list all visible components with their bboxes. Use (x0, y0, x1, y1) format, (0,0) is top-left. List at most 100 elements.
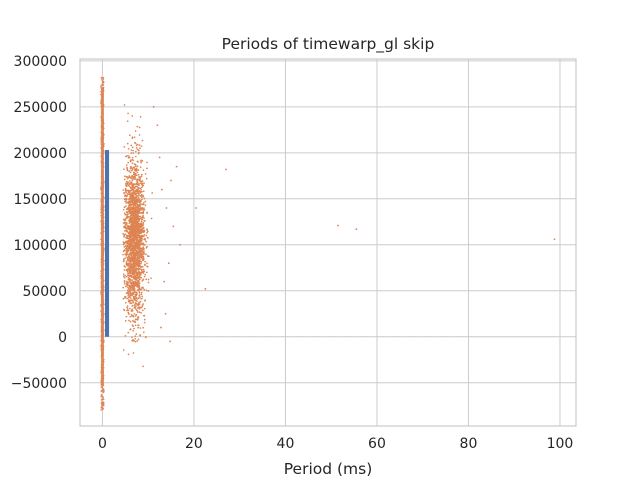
scatter-point (132, 231, 134, 233)
scatter-point (141, 296, 143, 298)
scatter-point (127, 120, 129, 122)
scatter-point (137, 205, 139, 207)
scatter-point (239, 336, 240, 337)
scatter-point (138, 270, 140, 272)
scatter-point (102, 244, 104, 246)
scatter-point (451, 336, 452, 337)
scatter-point (138, 194, 140, 196)
scatter-point (126, 260, 128, 262)
scatter-point (284, 336, 285, 337)
grid (80, 59, 576, 426)
scatter-point (131, 152, 133, 154)
scatter-point (136, 297, 138, 299)
scatter-point (130, 291, 132, 293)
scatter-point (130, 269, 132, 271)
scatter-point (136, 244, 138, 246)
scatter-point (195, 207, 197, 209)
scatter-point (137, 196, 139, 198)
bar-mark (105, 150, 109, 337)
scatter-point (103, 399, 105, 401)
scatter-point (380, 336, 381, 337)
scatter-point (146, 161, 148, 163)
scatter-point (102, 239, 104, 241)
scatter-point (132, 220, 134, 222)
scatter-point (131, 203, 133, 205)
scatter-point (138, 209, 140, 211)
scatter-point (136, 246, 138, 248)
scatter-point (374, 336, 375, 337)
scatter-point (102, 174, 104, 176)
scatter-point (139, 287, 141, 289)
scatter-point (139, 127, 141, 129)
scatter-point (137, 273, 139, 275)
scatter-point (139, 134, 141, 136)
scatter-point (323, 336, 324, 337)
scatter-point (131, 315, 133, 317)
scatter-point (130, 215, 132, 217)
scatter-point (278, 336, 279, 337)
scatter-point (100, 310, 102, 312)
scatter-point (415, 336, 416, 337)
scatter-point (139, 304, 141, 306)
scatter-point (142, 222, 144, 224)
scatter-point (134, 232, 136, 234)
scatter-point (145, 235, 147, 237)
scatter-point (512, 336, 513, 337)
scatter-point (140, 289, 142, 291)
scatter-point (141, 258, 143, 260)
scatter-point (131, 285, 133, 287)
scatter-point (141, 229, 143, 231)
scatter-point (133, 285, 135, 287)
scatter-point (143, 250, 145, 252)
scatter-point (150, 336, 151, 337)
scatter-point (489, 336, 490, 337)
scatter-point (131, 178, 133, 180)
scatter-point (143, 336, 144, 337)
scatter-point (103, 303, 105, 305)
scatter-point (146, 229, 148, 231)
scatter-point (127, 332, 129, 334)
scatter-point (103, 285, 105, 287)
scatter-point (102, 316, 104, 318)
scatter-point (133, 173, 135, 175)
scatter-point (128, 354, 130, 356)
scatter-point (242, 336, 243, 337)
scatter-point (128, 228, 130, 230)
scatter-point (135, 205, 137, 207)
scatter-point (101, 283, 103, 285)
scatter-point (518, 336, 519, 337)
scatter-point (194, 336, 195, 337)
scatter-point (136, 340, 138, 342)
scatter-point (135, 218, 137, 220)
scatter-point (435, 336, 436, 337)
scatter-point (537, 336, 538, 337)
scatter-point (101, 289, 103, 291)
scatter-point (123, 168, 125, 170)
scatter-point (129, 205, 131, 207)
scatter-point (133, 289, 135, 291)
scatter-point (147, 266, 149, 268)
scatter-point (134, 313, 136, 315)
scatter-point (131, 159, 133, 161)
scatter-point (148, 282, 150, 284)
scatter-point (138, 149, 140, 151)
scatter-point (128, 148, 130, 150)
scatter-point (129, 256, 131, 258)
scatter-point (335, 336, 336, 337)
scatter-point (101, 77, 103, 79)
scatter-point (131, 308, 133, 310)
scatter-point (102, 303, 104, 305)
scatter-point (101, 236, 103, 238)
scatter-point (126, 211, 128, 213)
scatter-point (101, 221, 103, 223)
scatter-point (137, 327, 139, 329)
scatter-point (133, 261, 135, 263)
scatter-point (255, 336, 256, 337)
scatter-point (127, 249, 129, 251)
scatter-point (134, 249, 136, 251)
scatter-point (134, 233, 136, 235)
scatter-point (100, 278, 102, 280)
scatter-point (103, 249, 105, 251)
scatter-point (134, 321, 136, 323)
